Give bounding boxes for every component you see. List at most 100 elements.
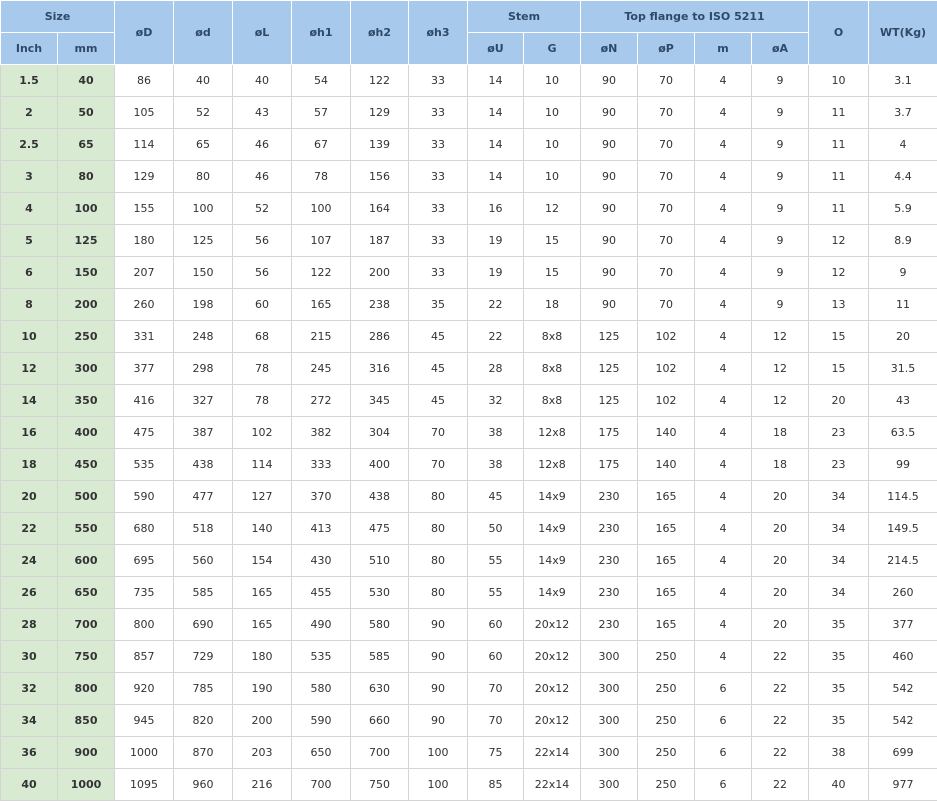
table-cell: 34 xyxy=(808,544,870,577)
size-cell: 6 xyxy=(0,256,58,289)
table-cell: 125 xyxy=(580,384,639,417)
table-cell: 820 xyxy=(173,704,233,737)
table-cell: 18 xyxy=(751,416,810,449)
table-cell: 45 xyxy=(408,320,468,353)
size-cell: 700 xyxy=(57,608,115,641)
table-cell: 9 xyxy=(751,96,810,129)
table-cell: 155 xyxy=(114,192,174,225)
table-cell: 70 xyxy=(467,704,524,737)
size-cell: 26 xyxy=(0,576,58,609)
table-cell: 90 xyxy=(408,608,468,641)
table-cell: 20x12 xyxy=(522,640,582,673)
table-cell: 22 xyxy=(467,288,524,321)
table-cell: 33 xyxy=(408,96,468,129)
table-cell: 80 xyxy=(408,480,468,513)
size-cell: 24 xyxy=(0,544,58,577)
table-cell: 16 xyxy=(467,192,524,225)
size-cell: 1000 xyxy=(57,768,115,801)
table-cell: 4 xyxy=(694,384,753,417)
table-cell: 438 xyxy=(173,448,233,481)
table-cell: 4 xyxy=(694,288,753,321)
table-cell: 542 xyxy=(868,672,937,705)
table-cell: 70 xyxy=(637,128,696,161)
table-cell: 20 xyxy=(751,512,810,545)
size-cell: 18 xyxy=(0,448,58,481)
table-cell: 122 xyxy=(291,256,351,289)
table-cell: 57 xyxy=(291,96,351,129)
table-cell: 125 xyxy=(580,352,639,385)
header-cell: øh2 xyxy=(350,0,409,65)
table-cell: 960 xyxy=(173,768,233,801)
table-cell: 20x12 xyxy=(522,608,582,641)
table-cell: 102 xyxy=(637,352,696,385)
table-cell: 650 xyxy=(291,736,351,769)
table-cell: 54 xyxy=(291,64,351,97)
table-cell: 333 xyxy=(291,448,351,481)
table-row: 12 300 377 298 78 245 316 45 28 8x8 125 102 4 12 15 31.… xyxy=(0,352,937,385)
table-row: 4 100 155 100 52 100 164 33 16 12 90 70 4 9 11 5.9 xyxy=(0,192,937,225)
table-cell: 33 xyxy=(408,64,468,97)
table-cell: 35 xyxy=(808,672,870,705)
table-cell: 6 xyxy=(694,768,753,801)
header-cell: ød xyxy=(173,0,233,65)
table-cell: 14 xyxy=(467,64,524,97)
table-cell: 14 xyxy=(467,128,524,161)
table-cell: 518 xyxy=(173,512,233,545)
size-cell: 250 xyxy=(57,320,115,353)
table-cell: 230 xyxy=(580,512,639,545)
size-cell: 800 xyxy=(57,672,115,705)
size-cell: 900 xyxy=(57,736,115,769)
table-cell: 11 xyxy=(808,160,870,193)
table-cell: 12 xyxy=(808,256,870,289)
table-cell: 102 xyxy=(637,320,696,353)
table-cell: 230 xyxy=(580,576,639,609)
table-cell: 11 xyxy=(808,192,870,225)
table-cell: 99 xyxy=(868,448,937,481)
size-cell: 65 xyxy=(57,128,115,161)
table-cell: 12 xyxy=(751,384,810,417)
table-row: 2 50 105 52 43 57 129 33 14 10 90 70 4 9 11 3.7 xyxy=(0,96,937,129)
table-cell: 165 xyxy=(232,576,292,609)
table-cell: 38 xyxy=(467,448,524,481)
table-row: 5 125 180 125 56 107 187 33 19 15 90 70 4 9 12 8.9 xyxy=(0,224,937,257)
table-cell: 70 xyxy=(637,256,696,289)
size-cell: 40 xyxy=(0,768,58,801)
table-cell: 22x14 xyxy=(522,736,582,769)
table-cell: 400 xyxy=(350,448,409,481)
size-cell: 40 xyxy=(57,64,115,97)
table-cell: 3.1 xyxy=(868,64,937,97)
table-row: 22 550 680 518 140 413 475 80 50 14x9 230 165 4 20 34 1… xyxy=(0,512,937,545)
table-cell: 165 xyxy=(637,608,696,641)
table-cell: 70 xyxy=(408,448,468,481)
table-cell: 85 xyxy=(467,768,524,801)
table-cell: 4 xyxy=(694,352,753,385)
table-cell: 10 xyxy=(522,64,582,97)
size-cell: 100 xyxy=(57,192,115,225)
table-cell: 90 xyxy=(580,288,639,321)
table-cell: 102 xyxy=(232,416,292,449)
table-cell: 214.5 xyxy=(868,544,937,577)
table-cell: 14x9 xyxy=(522,512,582,545)
table-cell: 140 xyxy=(637,448,696,481)
table-cell: 90 xyxy=(580,64,639,97)
table-cell: 300 xyxy=(580,736,639,769)
table-cell: 298 xyxy=(173,352,233,385)
table-cell: 327 xyxy=(173,384,233,417)
table-cell: 70 xyxy=(637,224,696,257)
table-cell: 100 xyxy=(173,192,233,225)
table-cell: 8.9 xyxy=(868,224,937,257)
size-cell: 150 xyxy=(57,256,115,289)
table-cell: 40 xyxy=(173,64,233,97)
size-cell: 1.5 xyxy=(0,64,58,97)
table-cell: 190 xyxy=(232,672,292,705)
size-cell: 34 xyxy=(0,704,58,737)
table-cell: 316 xyxy=(350,352,409,385)
table-cell: 45 xyxy=(467,480,524,513)
table-cell: 35 xyxy=(808,640,870,673)
table-row: 28 700 800 690 165 490 580 90 60 20x12 230 165 4 20 35… xyxy=(0,608,937,641)
table-row: 10 250 331 248 68 215 286 45 22 8x8 125 102 4 12 15 20 xyxy=(0,320,937,353)
table-cell: 35 xyxy=(808,608,870,641)
table-row: 24 600 695 560 154 430 510 80 55 14x9 230 165 4 20 34 2… xyxy=(0,544,937,577)
table-cell: 4 xyxy=(694,320,753,353)
